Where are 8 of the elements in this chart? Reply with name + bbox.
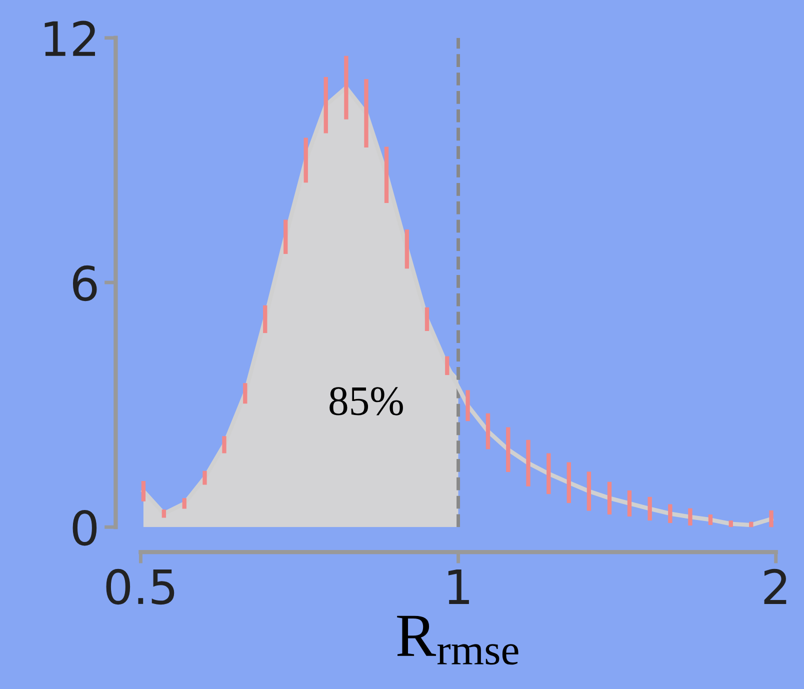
y-tick-label: 0 — [72, 510, 97, 546]
x-axis-title: R$_{rmse}$ — [397, 616, 518, 665]
y-tick-label: 12 — [44, 20, 95, 56]
x-tick-label: 0.5 — [106, 568, 174, 605]
x-tick-label: 2 — [764, 568, 786, 604]
y-tick-label: 6 — [72, 265, 97, 302]
x-tick-label: 1 — [448, 570, 469, 604]
annotation: 85% — [330, 387, 403, 416]
